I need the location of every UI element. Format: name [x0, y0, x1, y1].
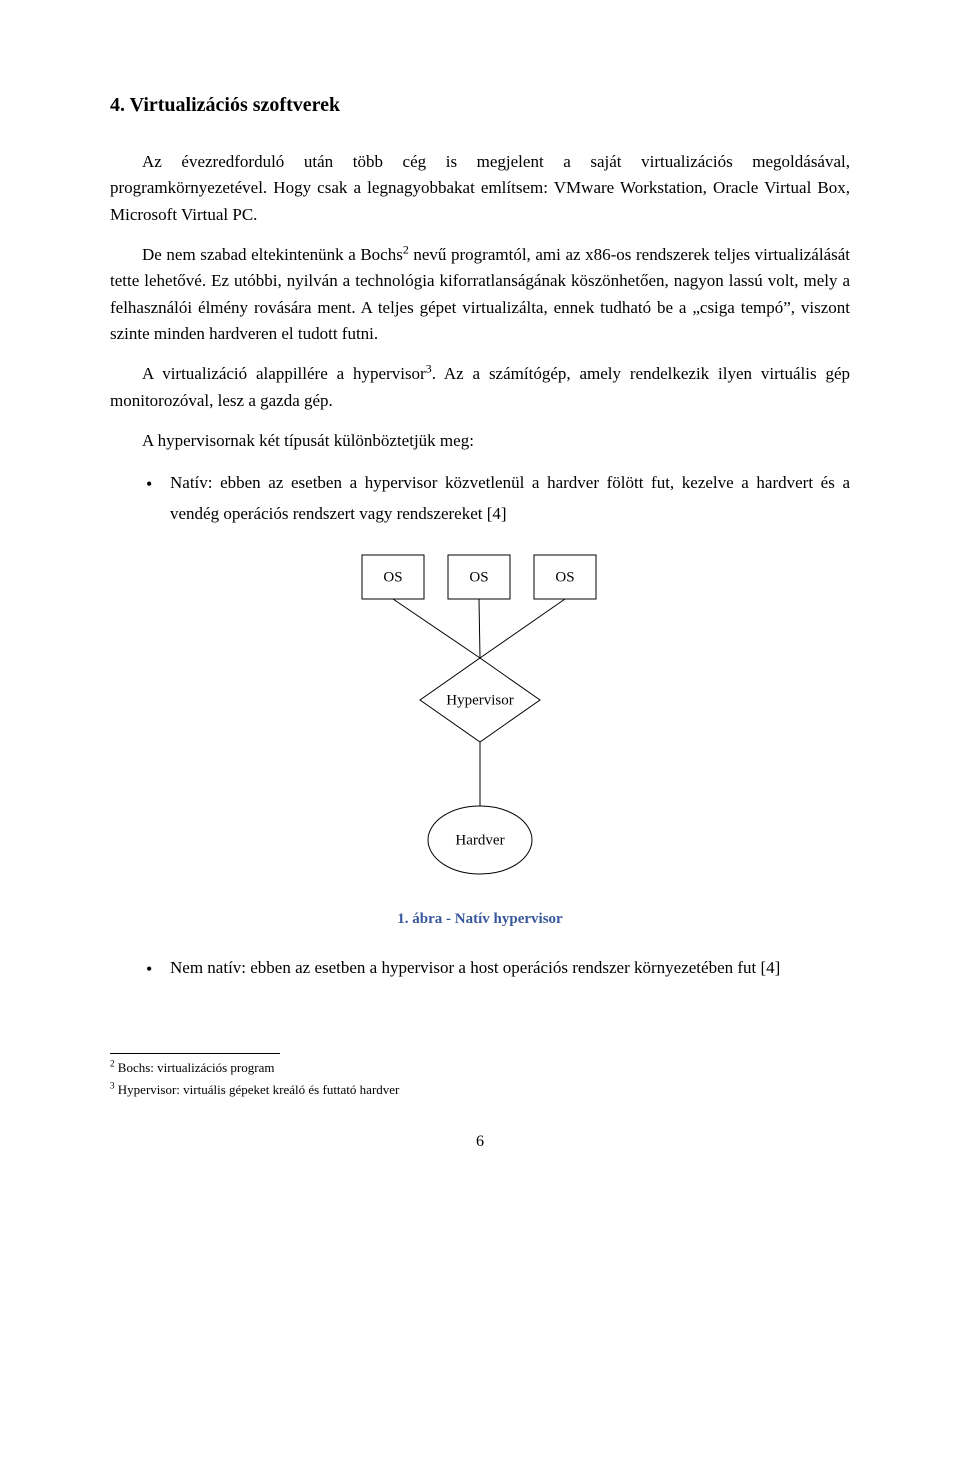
footnote-separator [110, 1053, 280, 1054]
bullet-native: Natív: ebben az esetben a hypervisor köz… [170, 468, 850, 529]
footnote-3: 3 Hypervisor: virtuális gépeket kreáló é… [110, 1080, 850, 1100]
footnote-text-3: Hypervisor: virtuális gépeket kreáló és … [115, 1082, 400, 1097]
footnote-2: 2 Bochs: virtualizációs program [110, 1058, 850, 1078]
bullet-list-1: Natív: ebben az esetben a hypervisor köz… [110, 468, 850, 529]
svg-text:Hardver: Hardver [455, 832, 504, 848]
svg-text:OS: OS [469, 569, 488, 585]
svg-text:OS: OS [383, 569, 402, 585]
bullet-list-2: Nem natív: ebben az esetben a hypervisor… [110, 953, 850, 984]
paragraph-4: A hypervisornak két típusát különböztetj… [110, 428, 850, 454]
section-heading: 4. Virtualizációs szoftverek [110, 90, 850, 121]
svg-text:OS: OS [555, 569, 574, 585]
p2-part-a: De nem szabad eltekintenünk a Bochs [142, 245, 403, 264]
paragraph-1: Az évezredforduló után több cég is megje… [110, 149, 850, 228]
figure-caption: 1. ábra - Natív hypervisor [110, 908, 850, 931]
svg-text:Hypervisor: Hypervisor [446, 692, 514, 708]
footnote-text-2: Bochs: virtualizációs program [115, 1060, 275, 1075]
bullet-non-native: Nem natív: ebben az esetben a hypervisor… [170, 953, 850, 984]
diagram-native-hypervisor: OS OS OS Hypervisor Hardver [110, 550, 850, 890]
flowchart-svg: OS OS OS Hypervisor Hardver [350, 550, 610, 890]
paragraph-2: De nem szabad eltekintenünk a Bochs2 nev… [110, 242, 850, 347]
page-number: 6 [110, 1130, 850, 1155]
p3-part-a: A virtualizáció alappillére a hypervisor [142, 364, 426, 383]
paragraph-3: A virtualizáció alappillére a hypervisor… [110, 361, 850, 414]
